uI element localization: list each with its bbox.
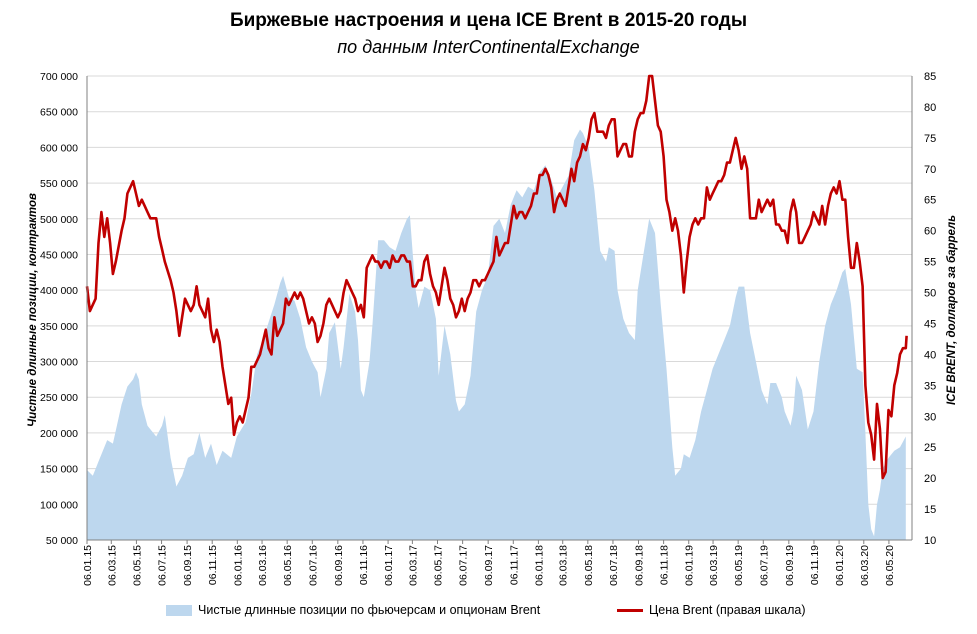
x-tick-label: 06.09.19 bbox=[784, 545, 796, 586]
y-right-tick-label: 50 bbox=[924, 288, 936, 300]
y-left-tick-label: 50 000 bbox=[46, 535, 78, 547]
x-tick-label: 06.03.19 bbox=[708, 545, 720, 586]
legend-item-positions: Чистые длинные позиции по фьючерсам и оп… bbox=[166, 603, 540, 617]
x-tick-label: 06.05.18 bbox=[583, 545, 595, 586]
y-axis-left-label: Чистые длинные позиции, контрактов bbox=[27, 193, 39, 427]
x-tick-label: 06.11.17 bbox=[508, 545, 520, 585]
y-right-tick-label: 30 bbox=[924, 411, 936, 423]
y-left-tick-label: 650 000 bbox=[40, 107, 78, 119]
y-right-tick-label: 55 bbox=[924, 257, 936, 269]
y-right-tick-label: 65 bbox=[924, 195, 936, 207]
legend-swatch-area bbox=[166, 604, 192, 616]
x-tick-label: 06.07.19 bbox=[758, 545, 770, 586]
x-tick-label: 06.09.15 bbox=[182, 545, 194, 586]
y-right-tick-label: 25 bbox=[924, 442, 936, 454]
x-tick-label: 06.07.18 bbox=[608, 545, 620, 586]
x-tick-label: 06.11.19 bbox=[809, 545, 821, 585]
y-right-tick-label: 70 bbox=[924, 164, 936, 176]
y-right-tick-label: 60 bbox=[924, 226, 936, 238]
x-tick-label: 06.03.18 bbox=[558, 545, 570, 586]
y-left-tick-label: 700 000 bbox=[40, 71, 78, 83]
y-right-tick-label: 20 bbox=[924, 473, 936, 485]
y-right-tick-label: 85 bbox=[924, 71, 936, 83]
x-tick-label: 06.01.19 bbox=[684, 545, 696, 586]
y-left-tick-label: 100 000 bbox=[40, 499, 78, 511]
positions-area bbox=[87, 129, 906, 540]
x-tick-label: 06.09.18 bbox=[633, 545, 645, 586]
y-left-tick-label: 200 000 bbox=[40, 428, 78, 440]
y-right-tick-label: 45 bbox=[924, 318, 936, 330]
x-tick-label: 06.05.20 bbox=[884, 545, 896, 586]
y-left-tick-label: 350 000 bbox=[40, 321, 78, 333]
x-tick-label: 06.07.17 bbox=[458, 545, 470, 586]
y-right-tick-label: 75 bbox=[924, 133, 936, 145]
x-tick-label: 06.07.16 bbox=[307, 545, 319, 586]
legend-label-positions: Чистые длинные позиции по фьючерсам и оп… bbox=[198, 603, 541, 617]
y-left-tick-label: 600 000 bbox=[40, 142, 78, 154]
x-tick-label: 06.03.17 bbox=[407, 545, 419, 586]
x-tick-label: 06.11.18 bbox=[659, 545, 671, 585]
positions-area-series bbox=[87, 129, 906, 540]
x-tick-label: 06.03.16 bbox=[257, 545, 269, 586]
x-tick-label: 06.05.19 bbox=[733, 545, 745, 586]
y-right-tick-label: 35 bbox=[924, 380, 936, 392]
chart-subtitle: по данным InterContinentalExchange bbox=[337, 37, 640, 57]
y-axis-right-label: ICE BRENT, долларов за баррель bbox=[946, 214, 958, 406]
x-tick-label: 06.05.15 bbox=[131, 545, 143, 586]
legend-label-price: Цена Brent (правая шкала) bbox=[649, 603, 806, 617]
axes: 50 000 100 000 150 000 200 000 250 000 300 00… bbox=[40, 71, 936, 586]
y-left-tick-label: 450 000 bbox=[40, 249, 78, 261]
y-left-tick-label: 500 000 bbox=[40, 214, 78, 226]
y-right-tick-label: 10 bbox=[924, 535, 936, 547]
brent-price-line bbox=[85, 74, 908, 480]
x-tick-label: 06.11.15 bbox=[207, 545, 219, 585]
x-tick-label: 06.01.16 bbox=[232, 545, 244, 586]
x-tick-label: 06.01.18 bbox=[533, 545, 545, 586]
x-tick-label: 06.11.16 bbox=[358, 545, 370, 585]
legend-item-price: Цена Brent (правая шкала) bbox=[617, 603, 806, 617]
x-tick-label: 06.09.16 bbox=[333, 545, 345, 586]
chart-title: Биржевые настроения и цена ICE Brent в 2… bbox=[229, 10, 748, 31]
x-tick-label: 06.01.15 bbox=[82, 545, 94, 586]
y-right-tick-label: 40 bbox=[924, 349, 936, 361]
x-tick-label: 06.03.15 bbox=[106, 545, 118, 586]
y-right-tick-label: 80 bbox=[924, 102, 936, 114]
x-tick-label: 06.05.17 bbox=[433, 545, 445, 586]
y-left-tick-label: 550 000 bbox=[40, 178, 78, 190]
x-tick-label: 06.03.20 bbox=[859, 545, 871, 586]
legend-swatch-line bbox=[617, 608, 643, 612]
y-left-tick-label: 250 000 bbox=[40, 392, 78, 404]
brent-price-line-series bbox=[85, 74, 908, 480]
y-left-tick-label: 400 000 bbox=[40, 285, 78, 297]
y-left-tick-label: 300 000 bbox=[40, 357, 78, 369]
x-tick-label: 06.01.17 bbox=[383, 545, 395, 586]
x-tick-label: 06.07.15 bbox=[157, 545, 169, 586]
y-right-tick-label: 15 bbox=[924, 504, 936, 516]
x-tick-label: 06.09.17 bbox=[483, 545, 495, 586]
x-tick-label: 06.01.20 bbox=[834, 545, 846, 586]
x-tick-label: 06.05.16 bbox=[282, 545, 294, 586]
y-left-tick-label: 150 000 bbox=[40, 464, 78, 476]
